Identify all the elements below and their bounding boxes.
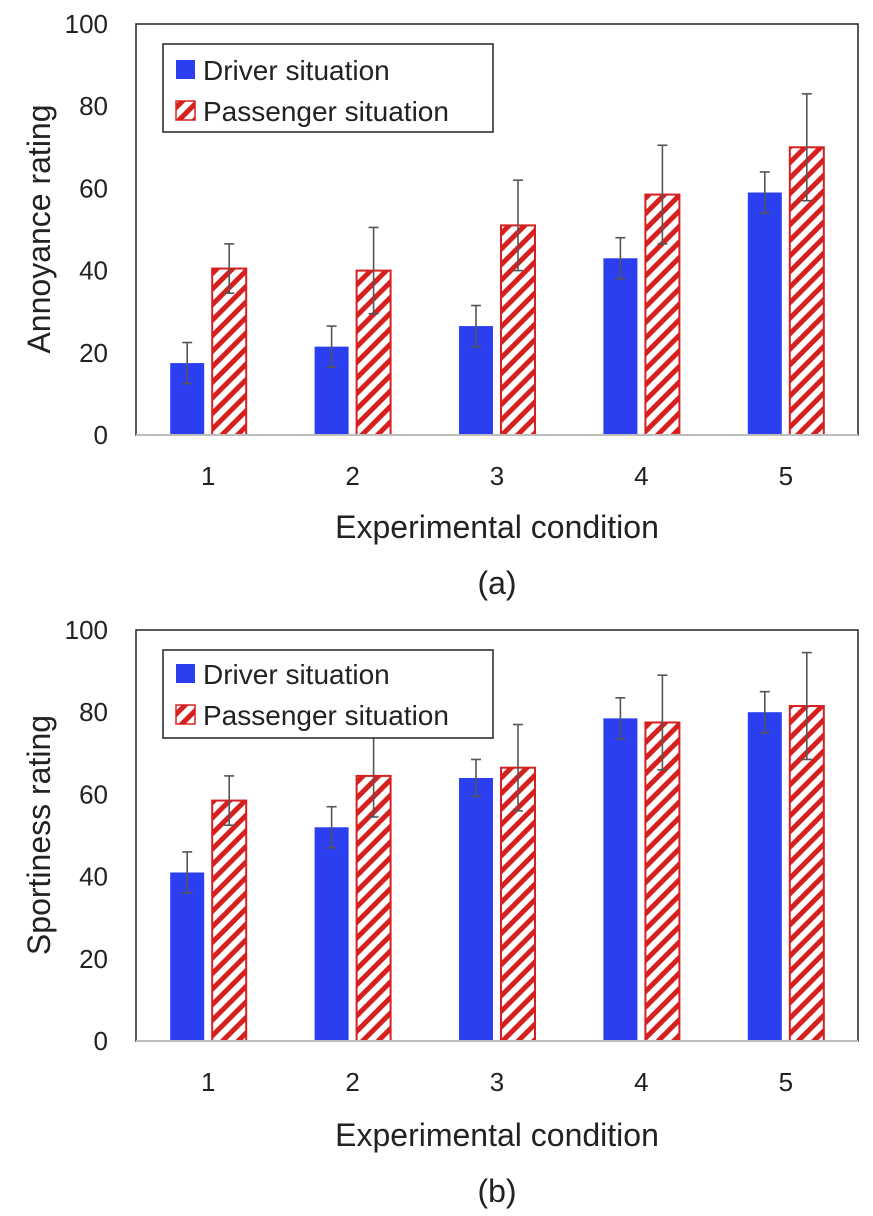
bars [170, 146, 825, 437]
error-bar-driver [615, 697, 626, 740]
error-bar-passenger [801, 93, 812, 202]
x-tick-label: 1 [201, 1067, 215, 1097]
y-axis-title: Sportiness rating [21, 715, 57, 955]
x-tick-label: 1 [201, 461, 215, 491]
error-bar-passenger [368, 226, 379, 315]
bar-driver [747, 712, 782, 1041]
error-bar-passenger [801, 651, 812, 761]
x-tick-label: 2 [345, 1067, 359, 1097]
error-bar-driver [182, 341, 193, 385]
chart-sportiness: 0 20 40 60 80 100 1 2 3 4 5 Driver situation Pass… [21, 615, 859, 1209]
figure-caption: (a) [477, 565, 516, 601]
legend-swatch-passenger [175, 704, 196, 725]
legend-label-passenger: Passenger situation [203, 96, 449, 127]
error-bar-driver [471, 758, 481, 798]
legend-label-driver: Driver situation [203, 659, 390, 690]
x-tick-label: 5 [779, 1067, 793, 1097]
bar-passenger [788, 705, 825, 1042]
x-axis-title: Experimental condition [335, 1117, 659, 1153]
error-bar-driver [759, 171, 770, 214]
error-bar-driver [471, 304, 481, 348]
y-tick-label: 60 [79, 173, 108, 203]
bar-driver [314, 827, 349, 1041]
x-tick-label: 2 [345, 461, 359, 491]
bar-driver [603, 258, 638, 435]
error-bar-passenger [224, 775, 235, 827]
y-tick-label: 0 [94, 1026, 108, 1056]
bar-driver [170, 872, 205, 1041]
legend-swatch-passenger [175, 100, 196, 121]
bar-passenger [211, 799, 248, 1042]
chart-annoyance: 0 20 40 60 80 100 1 2 3 4 5 Driver situation Pass… [21, 9, 859, 601]
legend-box [162, 649, 494, 739]
legend-label-driver: Driver situation [203, 55, 390, 86]
x-tick-label: 4 [634, 461, 648, 491]
y-tick-label: 20 [79, 944, 108, 974]
bars [170, 705, 825, 1043]
x-tick-label: 5 [779, 461, 793, 491]
y-tick-label: 80 [79, 697, 108, 727]
legend-box [162, 43, 494, 133]
bar-driver [603, 718, 638, 1041]
error-bar-driver [182, 851, 193, 894]
bar-passenger [644, 721, 681, 1042]
bar-driver [459, 777, 493, 1041]
legend: Driver situation Passenger situation [162, 649, 494, 739]
y-axis-ticks: 0 20 40 60 80 100 [65, 615, 108, 1056]
legend-swatch-driver [176, 60, 195, 79]
legend: Driver situation Passenger situation [162, 43, 494, 133]
error-bar-driver [615, 236, 626, 280]
y-tick-label: 60 [79, 779, 108, 809]
error-bar-passenger [657, 144, 668, 245]
x-tick-label: 4 [634, 1067, 648, 1097]
error-bar-driver [326, 325, 337, 368]
y-tick-label: 100 [65, 9, 108, 39]
x-axis-title: Experimental condition [335, 509, 659, 545]
figure-caption: (b) [477, 1173, 516, 1209]
error-bar-driver [326, 805, 337, 849]
error-bar-passenger [224, 243, 235, 295]
x-tick-label: 3 [490, 461, 504, 491]
y-tick-label: 80 [79, 91, 108, 121]
error-bar-passenger [513, 723, 523, 812]
y-tick-label: 100 [65, 615, 108, 645]
error-bar-driver [759, 690, 770, 734]
y-tick-label: 40 [79, 862, 108, 892]
x-axis-ticks: 1 2 3 4 5 [201, 461, 793, 491]
y-tick-label: 20 [79, 338, 108, 368]
y-tick-label: 0 [94, 420, 108, 450]
error-bars [182, 93, 812, 385]
legend-swatch-driver [176, 664, 195, 683]
y-axis-ticks: 0 20 40 60 80 100 [65, 9, 108, 450]
error-bars [182, 651, 812, 894]
x-axis-ticks: 1 2 3 4 5 [201, 1067, 793, 1097]
x-tick-label: 3 [490, 1067, 504, 1097]
bar-driver [747, 192, 782, 435]
error-bar-passenger [657, 674, 668, 771]
legend-label-passenger: Passenger situation [203, 700, 449, 731]
y-tick-label: 40 [79, 256, 108, 286]
error-bar-passenger [513, 179, 523, 272]
y-axis-title: Annoyance rating [21, 104, 57, 353]
